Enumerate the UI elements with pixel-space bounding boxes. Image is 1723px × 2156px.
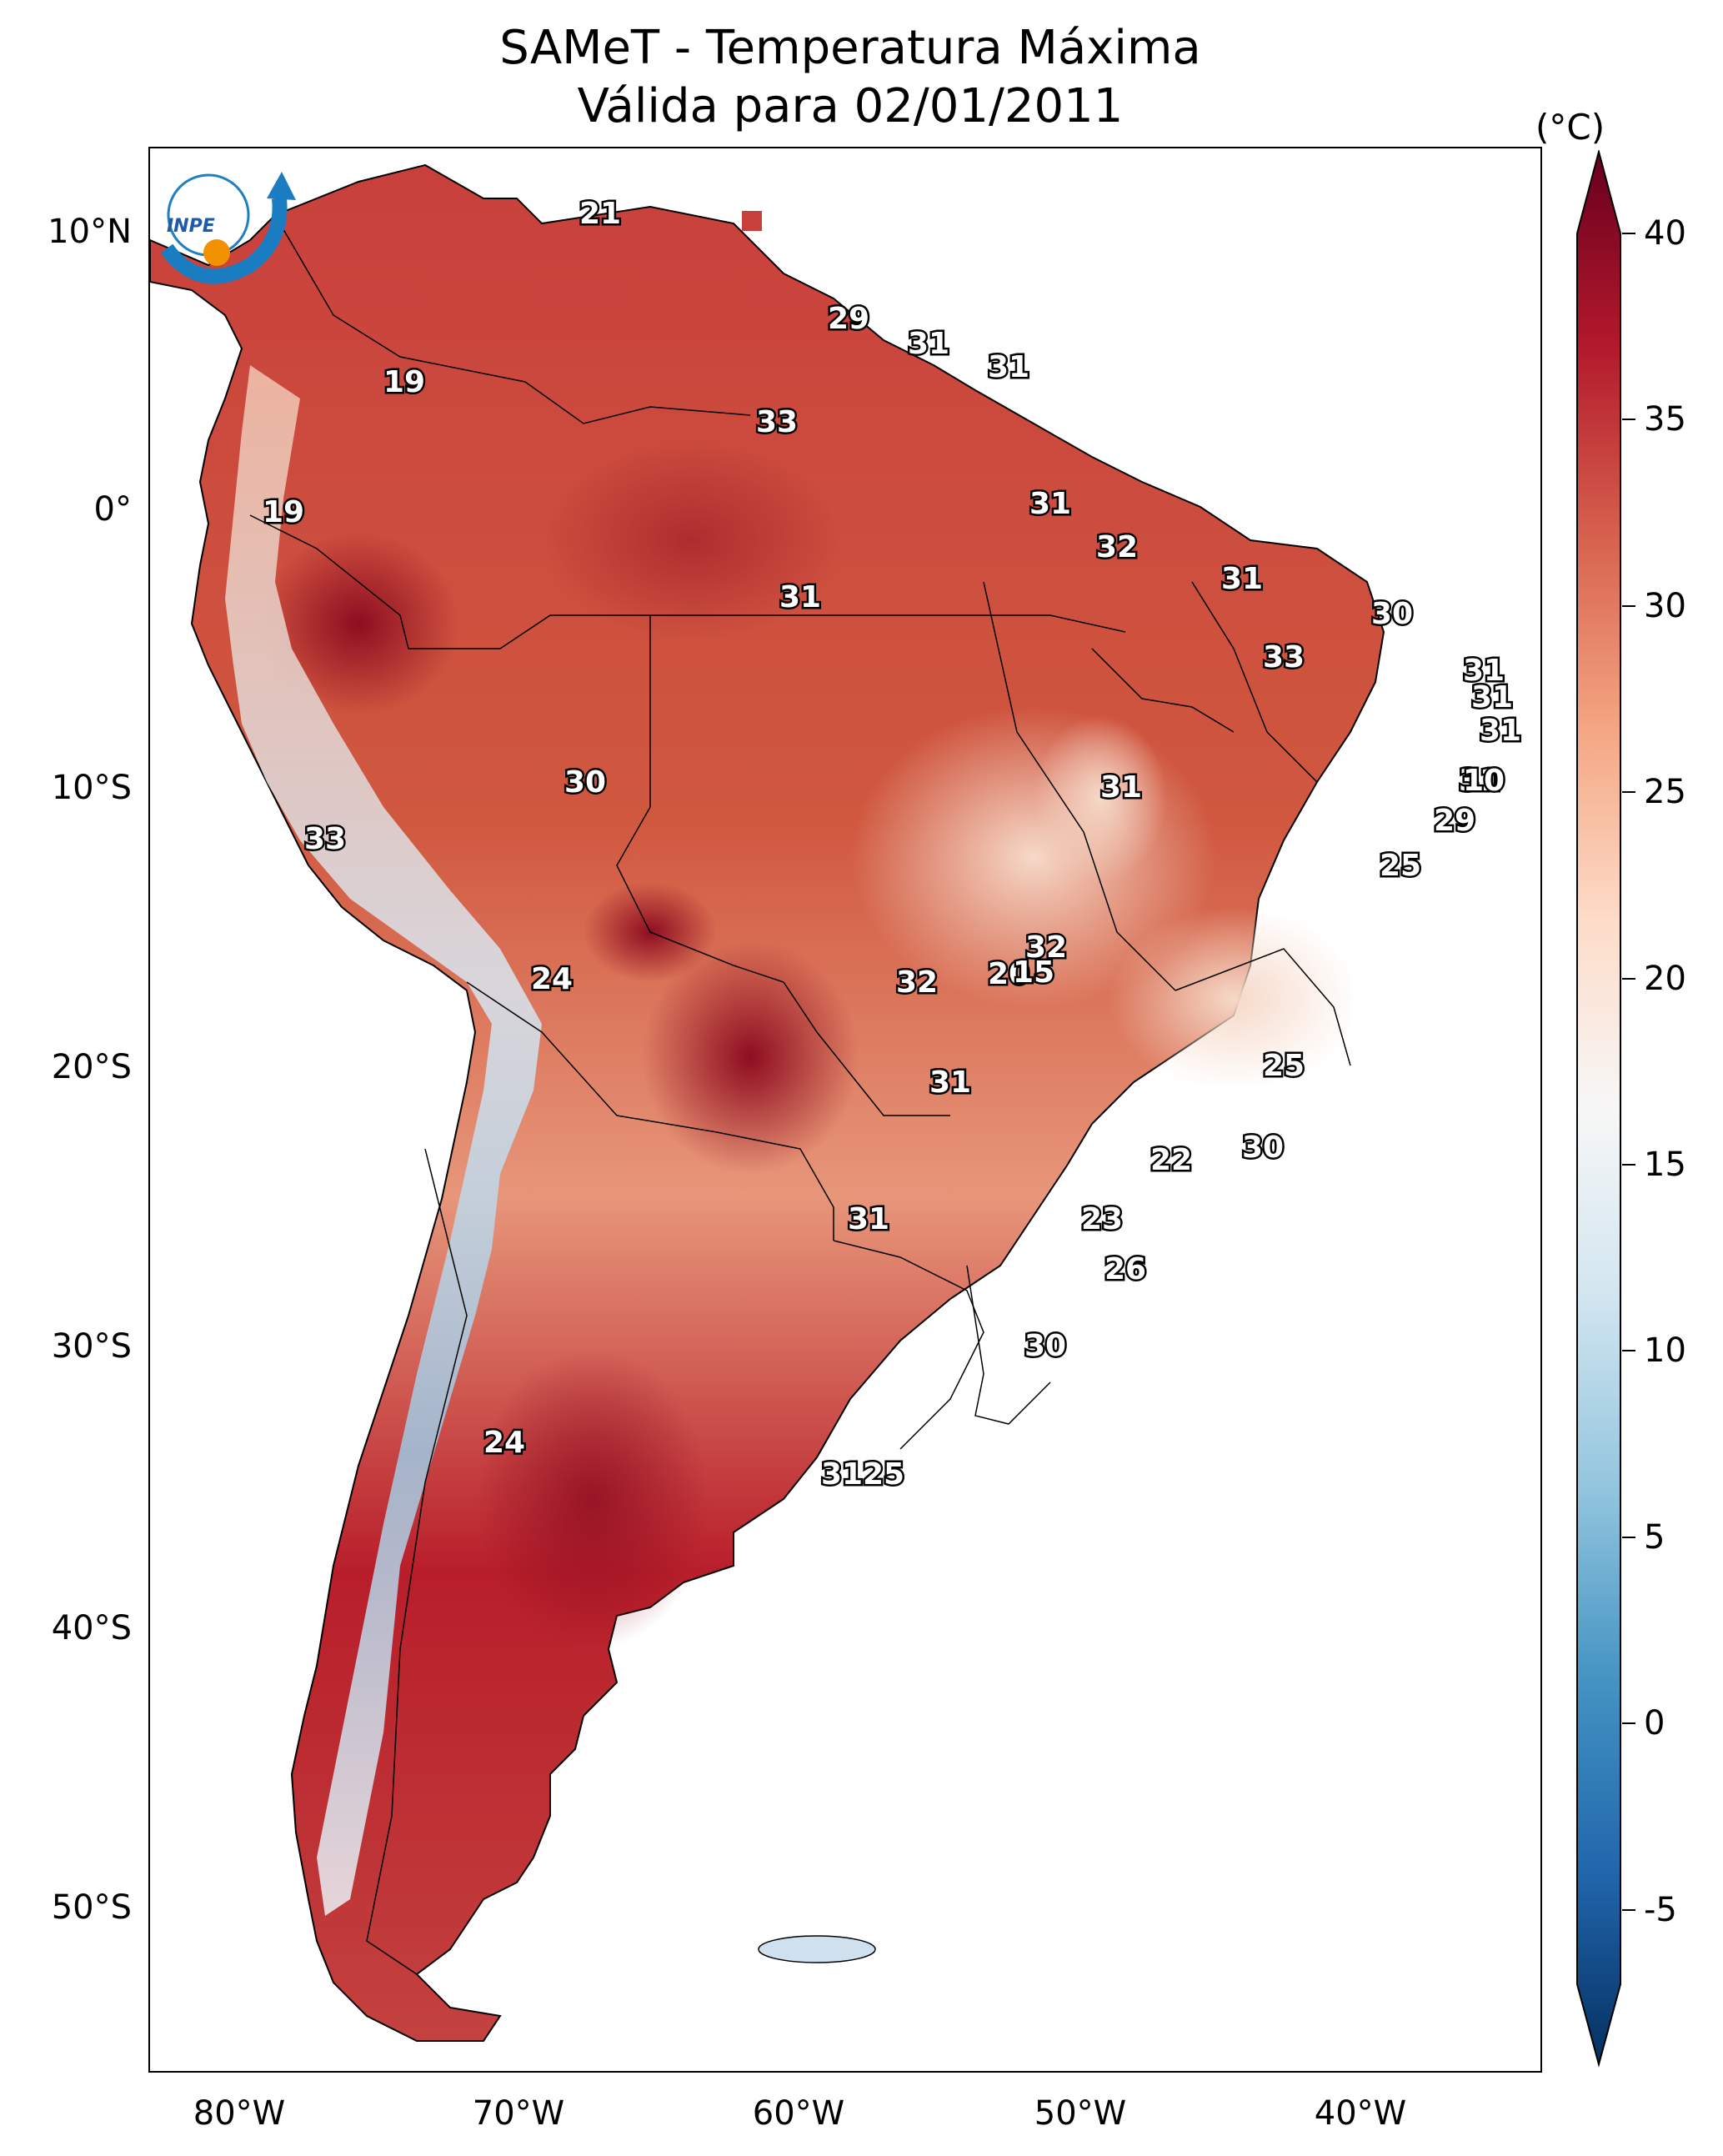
map-title: SAMeT - Temperatura Máxima: [499, 21, 1201, 75]
colorbar: [1576, 150, 1621, 2068]
contour-label: 23: [1081, 1202, 1123, 1236]
contour-label: 31: [1221, 562, 1263, 596]
hot-spot-peru-amazon: [258, 532, 458, 715]
contour-label: 24: [531, 962, 573, 996]
colorbar-tick-label: 25: [1644, 773, 1686, 812]
inpe-logo: INPE: [160, 172, 296, 284]
contour-label: 32: [896, 965, 938, 1000]
logo-arrow-icon: [267, 172, 296, 200]
contour-label: 31: [1459, 764, 1500, 798]
contour-label: 10: [1463, 764, 1505, 798]
contour-label: 19: [263, 495, 304, 529]
contour-label: 25: [1263, 1049, 1305, 1083]
contour-label: 25: [863, 1457, 904, 1492]
contour-label: 30: [564, 765, 606, 800]
colorbar-tick-mark: [1622, 419, 1635, 421]
lat-tick-10n: 10°N: [48, 213, 132, 251]
lon-tick-60w: 60°W: [752, 2094, 845, 2133]
contour-label: 15: [1013, 955, 1054, 990]
contour-label: 29: [828, 302, 869, 336]
contour-label: 33: [304, 822, 346, 856]
contour-label: 31: [779, 580, 821, 614]
cool-spot-minas: [1109, 907, 1359, 1091]
hot-spot-chaco: [642, 940, 859, 1174]
contour-label: 20: [988, 957, 1029, 991]
contour-label: 30: [1242, 1131, 1284, 1165]
colorbar-tick-label: -5: [1644, 1890, 1677, 1929]
lat-tick-50s: 50°S: [51, 1888, 132, 1927]
colorbar-tick-mark: [1622, 1536, 1635, 1538]
logo-sun-icon: [203, 239, 230, 266]
map-subtitle: Válida para 02/01/2011: [577, 79, 1124, 133]
colorbar-unit: (°C): [1535, 107, 1605, 148]
colorbar-tick-mark: [1622, 604, 1635, 607]
lat-tick-0: 0°: [93, 490, 132, 529]
lat-tick-40s: 40°S: [51, 1609, 132, 1647]
contour-label: 31: [908, 327, 949, 361]
logo-text: INPE: [167, 216, 215, 237]
lon-tick-80w: 80°W: [193, 2094, 286, 2133]
contour-label: 19: [383, 365, 425, 399]
map-frame: 21 29 31 31 19 33 19 31 32 31 31 30 33 31 31 31 31 10 30 31…: [148, 147, 1542, 2073]
contour-label: 31: [848, 1202, 889, 1236]
contour-label: 32: [1096, 530, 1138, 564]
cool-spot-tocantins: [1034, 715, 1167, 882]
trinidad-island: [742, 211, 762, 231]
contour-label: 33: [756, 405, 798, 439]
lat-tick-10s: 10°S: [51, 769, 132, 807]
lon-tick-70w: 70°W: [472, 2094, 565, 2133]
lon-tick-40w: 40°W: [1314, 2094, 1407, 2133]
contour-label: 30: [1371, 597, 1413, 631]
contour-label: 21: [579, 197, 621, 231]
contour-label: 22: [1150, 1143, 1192, 1177]
contour-label: 31: [1480, 714, 1521, 748]
hot-spot-amazon: [542, 440, 842, 640]
falkland-islands: [758, 1935, 876, 1963]
lon-tick-50w: 50°W: [1034, 2094, 1127, 2133]
contour-label: 31: [1100, 770, 1142, 805]
colorbar-bar: [1576, 150, 1621, 2068]
contour-label: 26: [1104, 1252, 1146, 1286]
contour-label: 31: [1463, 654, 1505, 688]
colorbar-tick-mark: [1622, 1164, 1635, 1166]
colorbar-tick-label: 0: [1644, 1704, 1665, 1743]
contour-label: 31: [929, 1065, 971, 1100]
colorbar-tick-mark: [1622, 1350, 1635, 1352]
colorbar-tick-label: 35: [1644, 400, 1686, 439]
contour-label: 33: [1263, 640, 1305, 674]
colorbar-tick-mark: [1622, 233, 1635, 234]
colorbar-tick-label: 40: [1644, 214, 1686, 253]
colorbar-tick-mark: [1622, 1908, 1635, 1911]
contour-label: 30: [1024, 1329, 1066, 1363]
contour-label: 25: [1380, 849, 1421, 883]
colorbar-tick-mark: [1622, 1722, 1635, 1725]
lat-tick-30s: 30°S: [51, 1327, 132, 1366]
contour-label: 32: [1025, 930, 1067, 965]
contour-label: 31: [988, 350, 1029, 384]
colorbar-tick-label: 10: [1644, 1331, 1686, 1371]
hot-spot-patagonia: [475, 1349, 709, 1649]
colorbar-tick-label: 15: [1644, 1146, 1686, 1185]
colorbar-tick-label: 5: [1644, 1517, 1665, 1557]
contour-label: 24: [483, 1426, 525, 1460]
colorbar-tick-mark: [1622, 791, 1635, 794]
contour-label: 31: [1029, 487, 1071, 521]
contour-label: 29: [1434, 804, 1475, 838]
andes-cool-strip: [225, 365, 542, 1916]
lat-tick-20s: 20°S: [51, 1048, 132, 1086]
colorbar-tick-mark: [1622, 977, 1635, 980]
contour-label: 31: [929, 1065, 971, 1100]
colorbar-tick-label: 30: [1644, 586, 1686, 625]
contour-label: 31: [1471, 680, 1513, 714]
logo-swoosh: [160, 198, 288, 284]
colorbar-tick-label: 20: [1644, 959, 1686, 998]
country-borders: [249, 214, 1351, 1975]
contour-label: 31: [821, 1457, 863, 1492]
